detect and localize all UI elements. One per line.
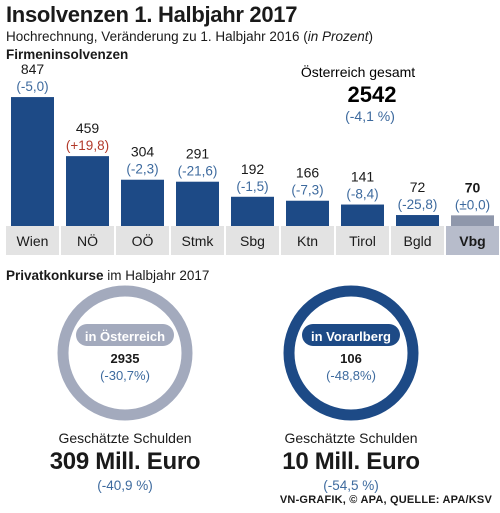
austria-debt: Geschätzte Schulden 309 Mill. Euro (-40,…: [20, 430, 230, 493]
category-label-bg: [391, 226, 444, 255]
category-label: Sbg: [240, 233, 265, 249]
vorarlberg-debt: Geschätzte Schulden 10 Mill. Euro (-54,5…: [246, 430, 456, 493]
bar-ktn: [286, 200, 329, 226]
vorarlberg-change: (-48,8%): [326, 368, 376, 383]
bar-sbg: [231, 196, 274, 226]
vorarlberg-ring-label: in Vorarlberg: [311, 329, 391, 344]
firmen-section-label: Firmeninsolvenzen: [6, 47, 129, 62]
category-label-bg: [171, 226, 224, 255]
total-value: 2542: [348, 82, 397, 107]
chart-title: Insolvenzen 1. Halbjahr 2017: [6, 2, 298, 27]
category-label-bg: [116, 226, 169, 255]
vorarlberg-ring-text: in Vorarlberg 106 (-48,8%): [301, 328, 401, 383]
austria-debt-change: (-40,9 %): [97, 478, 153, 493]
change-label: (+19,8): [66, 138, 109, 153]
vorarlberg-debt-value: 10 Mill. Euro: [282, 448, 420, 475]
category-label-bg: [6, 226, 59, 255]
category-label-bg: [226, 226, 279, 255]
subtitle-main: Hochrechnung, Veränderung zu 1. Halbjahr…: [6, 29, 308, 44]
source-footer: VN-GRAFIK, © APA, QUELLE: APA/KSV: [279, 494, 492, 506]
category-label: OÖ: [132, 232, 154, 249]
privat-rings: [57, 285, 419, 421]
austria-ring: [57, 285, 193, 421]
category-label-bg: [61, 226, 114, 255]
change-label: (-2,3): [126, 162, 158, 177]
change-label: (-7,3): [291, 183, 323, 198]
category-label: Wien: [17, 233, 49, 249]
bar-wien: [11, 97, 54, 226]
category-label: Tirol: [349, 233, 376, 249]
austria-ring-label: in Österreich: [84, 329, 166, 344]
category-label-bg: [336, 226, 389, 255]
value-label: 304: [131, 144, 155, 160]
category-label: NÖ: [77, 232, 98, 249]
vorarlberg-value: 106: [340, 351, 362, 366]
change-label: (±0,0): [455, 197, 490, 212]
austria-ring-text: in Österreich 2935 (-30,7%): [75, 328, 175, 383]
change-label: (-5,0): [16, 79, 48, 94]
value-label: 72: [410, 179, 426, 195]
bar-vbg: [451, 215, 494, 226]
privat-label-rest: im Halbjahr 2017: [103, 268, 210, 283]
vorarlberg-debt-label: Geschätzte Schulden: [284, 430, 418, 446]
category-label: Stmk: [182, 233, 215, 249]
subtitle-italic: in Prozent: [307, 29, 369, 44]
bar-tirol: [341, 204, 384, 226]
subtitle-end: ): [368, 29, 374, 44]
austria-debt-label: Geschätzte Schulden: [58, 430, 192, 446]
value-label: 847: [21, 61, 45, 77]
value-label: 141: [351, 169, 375, 185]
privat-label-bold: Privatkonkurse: [6, 268, 104, 283]
category-label-bg: [446, 226, 499, 255]
change-label: (-8,4): [346, 187, 378, 202]
value-label: 192: [241, 161, 265, 177]
category-label: Bgld: [403, 233, 431, 249]
value-label: 70: [465, 179, 481, 195]
vorarlberg-pill: [302, 324, 400, 346]
category-label-bg: [281, 226, 334, 255]
bar-oö: [121, 179, 164, 226]
change-label: (-25,8): [398, 197, 438, 212]
value-label: 166: [296, 165, 320, 181]
change-label: (-1,5): [236, 179, 268, 194]
vorarlberg-ring: [283, 285, 419, 421]
value-label: 291: [186, 146, 210, 162]
value-label: 459: [76, 120, 100, 136]
austria-value: 2935: [110, 351, 140, 366]
category-label: Vbg: [459, 233, 485, 249]
bar-nö: [66, 156, 109, 226]
chart-subtitle: Hochrechnung, Veränderung zu 1. Halbjahr…: [6, 29, 373, 44]
firmen-bar-chart: Wien (-5,0) 847 NÖ (+19,8) 459 OÖ (-2,3) 304 Stmk…: [6, 61, 499, 255]
total-label: Österreich gesamt: [301, 63, 415, 80]
bar-stmk: [176, 181, 219, 226]
privat-section-label: Privatkonkurse im Halbjahr 2017: [6, 268, 209, 283]
austria-pill: [76, 324, 174, 346]
bar-bgld: [396, 215, 439, 226]
austria-change: (-30,7%): [100, 368, 150, 383]
category-label: Ktn: [297, 233, 318, 249]
change-label: (-21,6): [178, 164, 218, 179]
austria-debt-value: 309 Mill. Euro: [49, 448, 201, 475]
vorarlberg-debt-change: (-54,5 %): [323, 478, 379, 493]
total-change: (-4,1 %): [345, 108, 395, 124]
